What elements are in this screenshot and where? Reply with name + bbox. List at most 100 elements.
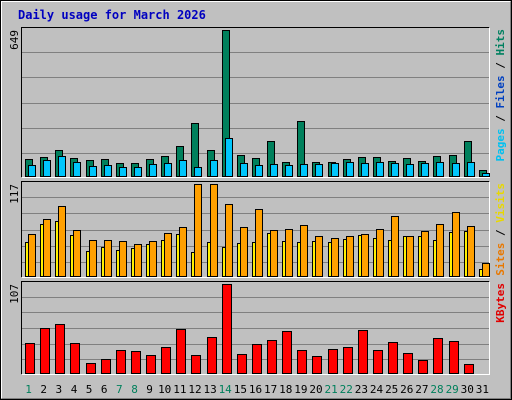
bar-sites (58, 206, 66, 277)
x-tick-label: 13 (203, 383, 216, 396)
bar-sites (391, 216, 399, 277)
panel-border-dark (21, 281, 490, 375)
x-tick-label: 16 (249, 383, 262, 396)
bar-kbytes (312, 356, 322, 374)
legend-entry: / (494, 56, 507, 76)
x-tick-label: 27 (415, 383, 428, 396)
bar-kbytes (252, 344, 262, 374)
bar-pages (194, 167, 202, 177)
bar-sites (240, 227, 248, 277)
bar-pages (58, 156, 66, 177)
bar-sites (270, 230, 278, 277)
bar-pages (482, 173, 490, 177)
bar-sites (179, 227, 187, 277)
bar-kbytes (161, 347, 171, 374)
bar-kbytes (403, 353, 413, 374)
bar-sites (421, 231, 429, 277)
bar-pages (452, 163, 460, 177)
bar-kbytes (358, 330, 368, 374)
bar-pages (300, 164, 308, 177)
bar-sites (467, 226, 475, 277)
x-tick-label: 5 (86, 383, 93, 396)
bar-kbytes (328, 349, 338, 374)
bar-sites (164, 233, 172, 277)
bar-sites (482, 263, 490, 277)
bar-kbytes (40, 328, 50, 374)
panel-border-dark (21, 181, 490, 278)
x-tick-label: 11 (173, 383, 186, 396)
bar-pages (73, 162, 81, 177)
bar-kbytes (116, 350, 126, 374)
bar-sites (300, 225, 308, 277)
x-tick-label: 30 (461, 383, 474, 396)
bar-kbytes (343, 347, 353, 374)
x-tick-label: 1 (25, 383, 32, 396)
bar-kbytes (207, 337, 217, 374)
bar-kbytes (191, 355, 201, 374)
x-tick-label: 12 (188, 383, 201, 396)
bar-pages (255, 165, 263, 177)
bar-sites (89, 240, 97, 277)
x-tick-label: 2 (40, 383, 47, 396)
axis-max-label: 107 (8, 284, 21, 304)
x-tick-label: 31 (476, 383, 489, 396)
bar-pages (149, 164, 157, 177)
bar-kbytes (418, 360, 428, 374)
bar-sites (28, 234, 36, 277)
bar-sites (149, 241, 157, 277)
legend-entry: Pages (494, 128, 507, 161)
x-tick-label: 3 (55, 383, 62, 396)
bar-kbytes (70, 343, 80, 374)
bar-pages (315, 164, 323, 177)
x-tick-label: 22 (340, 383, 353, 396)
x-tick-label: 6 (101, 383, 108, 396)
bar-pages (421, 163, 429, 177)
bar-pages (210, 160, 218, 177)
x-tick-label: 21 (324, 383, 337, 396)
bar-kbytes (433, 338, 443, 374)
bar-pages (436, 162, 444, 177)
panel-hits: 649 Pages / Files / Hits (8, 27, 507, 178)
panel-border-light (21, 281, 490, 375)
bar-pages (240, 163, 248, 177)
x-tick-label: 4 (71, 383, 78, 396)
bar-kbytes (176, 329, 186, 374)
bar-sites (331, 238, 339, 277)
panel-border-dark (21, 27, 490, 178)
panel-background (21, 27, 490, 178)
bar-kbytes (146, 355, 156, 374)
bar-pages (28, 165, 36, 177)
bar-sites (225, 204, 233, 277)
bar-kbytes (101, 359, 111, 374)
bar-pages (376, 162, 384, 177)
bar-kbytes (373, 350, 383, 374)
legend-entry: Hits (494, 29, 507, 56)
bar-pages (89, 166, 97, 177)
legend-entry: Files (494, 75, 507, 108)
bar-sites (406, 236, 414, 277)
axis-max-label: 117 (8, 184, 21, 204)
bar-kbytes (449, 341, 459, 374)
bar-kbytes (388, 342, 398, 374)
x-axis-labels: 1 2 3 4 5 6 7 8 9 10 11 12 13 14 15 16 17 18 19 20 21 22 23 24 2… (25, 383, 489, 396)
bar-sites (315, 236, 323, 277)
panel-border-light (21, 27, 490, 178)
x-tick-label: 9 (146, 383, 153, 396)
x-tick-label: 10 (158, 383, 171, 396)
bar-pages (164, 163, 172, 177)
x-tick-label: 19 (294, 383, 307, 396)
bar-sites (210, 184, 218, 277)
bar-sites (452, 212, 460, 277)
bar-sites (436, 224, 444, 277)
bar-sites (361, 234, 369, 277)
bar-sites (255, 209, 263, 277)
bar-sites (346, 236, 354, 277)
panel-kbytes: 107 KBytes (8, 281, 507, 375)
bar-kbytes (25, 343, 35, 374)
bar-kbytes (297, 350, 307, 374)
legend-entry: KBytes (494, 283, 507, 323)
legend-visits: Sites / Visits (494, 183, 507, 276)
